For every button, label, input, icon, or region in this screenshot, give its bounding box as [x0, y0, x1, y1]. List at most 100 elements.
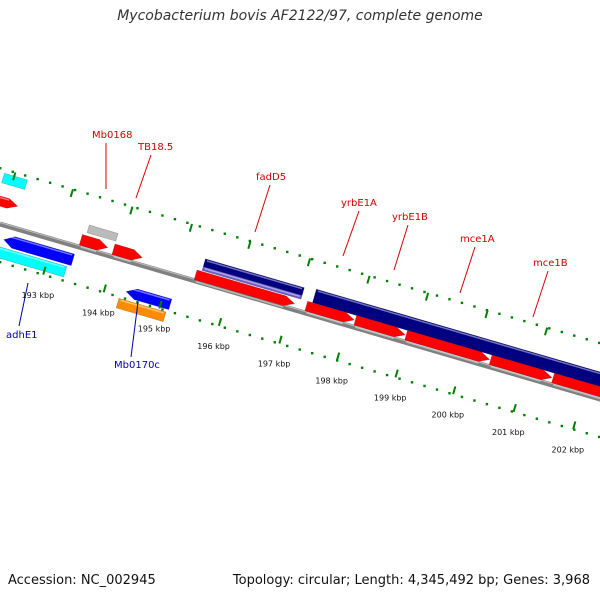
accession-text: Accession: NC_002945 — [8, 573, 156, 588]
tick-label: 194 kbp — [82, 308, 115, 317]
outer-ticks — [12, 172, 549, 336]
track-dot — [385, 279, 389, 283]
track-dot — [410, 381, 414, 384]
feature-highlight — [306, 312, 344, 325]
track-dot — [286, 344, 289, 348]
cds-mce1B — [488, 354, 553, 382]
track-dot — [0, 167, 2, 170]
outer-tick — [69, 188, 74, 198]
outer-tick — [484, 309, 489, 319]
label-leader-line — [18, 282, 29, 327]
track-dot — [573, 334, 576, 337]
track-dot — [148, 304, 152, 308]
track-dot — [236, 330, 239, 333]
outer-tick — [424, 292, 430, 301]
topology-summary: Topology: circular; Length: 4,345,492 bp… — [232, 573, 590, 588]
feature-body — [193, 269, 296, 306]
feature-grey — [86, 224, 119, 243]
inner-track-dots — [0, 261, 600, 439]
track-dot — [398, 283, 401, 286]
feature-highlight — [2, 184, 23, 192]
track-dot — [335, 359, 339, 362]
outer-tick — [188, 223, 193, 232]
track-dot — [460, 301, 464, 305]
label-leader-line — [393, 224, 409, 271]
track-dot — [348, 362, 351, 366]
gene-label: mce1B — [533, 258, 568, 269]
track-dot — [261, 243, 264, 246]
track-dot — [86, 192, 89, 195]
track-dot — [123, 297, 127, 300]
feature-highlight — [120, 299, 164, 314]
feature-body — [0, 195, 19, 209]
track-dot — [560, 424, 563, 428]
track-dot — [173, 311, 177, 315]
map-title: Mycobacterium bovis AF2122/97, complete … — [117, 8, 483, 24]
tick-label: 200 kbp — [432, 410, 465, 419]
track-dot — [161, 214, 164, 217]
track-dot — [598, 435, 600, 439]
outer-tick — [129, 206, 134, 215]
gene-label: Mb0170c — [114, 360, 160, 371]
track-dot — [460, 395, 464, 399]
track-dot — [273, 341, 276, 344]
cds-mce1C — [551, 372, 600, 400]
track-dot — [573, 428, 576, 431]
feature-highlight — [406, 341, 479, 364]
tick-label: 202 kbp — [552, 445, 585, 454]
scale-tick — [335, 352, 341, 361]
track-dot — [523, 319, 526, 323]
fadD5-operon-bar-light — [201, 266, 303, 300]
cds-adhE1-blue — [3, 235, 75, 266]
gene-label: Mb0168 — [92, 130, 132, 141]
track-dot — [510, 316, 514, 319]
track-dot — [298, 348, 301, 351]
track-dot — [585, 432, 588, 435]
track-dot — [136, 207, 139, 210]
track-dot — [485, 402, 489, 406]
track-dot — [61, 185, 64, 188]
track-dot — [211, 228, 214, 232]
track-dot — [61, 279, 64, 282]
track-dot — [435, 388, 439, 391]
scale-tick — [572, 421, 577, 430]
track-dot — [423, 384, 426, 388]
feature-highlight — [206, 260, 303, 290]
track-dot — [48, 181, 52, 184]
track-dot — [173, 217, 177, 221]
track-dot — [223, 232, 227, 235]
outer-tick — [306, 258, 312, 267]
feature-body — [111, 243, 143, 261]
track-dot — [23, 268, 27, 271]
cds-yrbE1A — [304, 300, 355, 325]
feature-body — [312, 288, 600, 387]
feature-body — [404, 329, 491, 362]
track-dot — [111, 199, 114, 203]
track-dot — [36, 177, 39, 181]
scale-tick — [452, 386, 457, 395]
track-dot — [273, 247, 276, 250]
track-dot — [423, 290, 426, 294]
feature-highlight — [88, 234, 114, 243]
track-dot — [111, 293, 114, 297]
scale-tick — [158, 300, 163, 309]
gene-labels: Mb0168 TB18.5 fadD5 yrbE1A yrbE1B mce1A mce1B a… — [6, 130, 568, 371]
track-dot — [73, 188, 77, 192]
tick-label: 197 kbp — [258, 360, 291, 369]
track-dot — [161, 308, 164, 311]
track-dot — [11, 264, 14, 268]
track-dot — [23, 174, 27, 177]
track-dot — [498, 406, 501, 409]
track-dot — [548, 327, 551, 330]
track-dot — [523, 413, 526, 417]
feature-body — [304, 300, 355, 323]
track-dot — [585, 338, 588, 341]
track-dot — [186, 221, 189, 224]
track-dot — [186, 315, 189, 318]
cds-mce1A — [404, 329, 491, 364]
track-dot — [73, 282, 77, 286]
feature-body — [551, 372, 600, 398]
outer-tick — [247, 240, 252, 250]
feature-highlight — [80, 246, 97, 253]
